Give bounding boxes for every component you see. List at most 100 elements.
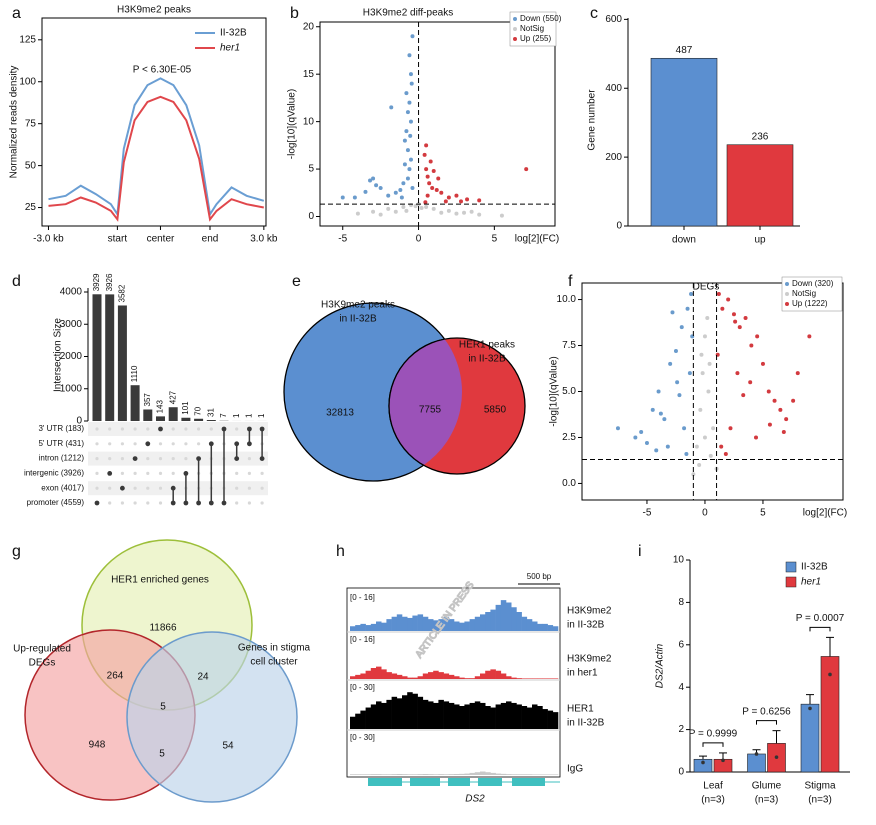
matrix-dot: [221, 426, 227, 432]
signal-bin: [412, 615, 418, 631]
signal-bin: [464, 704, 470, 729]
matrix-dot-empty: [120, 427, 124, 431]
x-axis-label: log[2](FC): [515, 234, 559, 245]
value-label: 487: [676, 45, 693, 56]
set-label: DEGs: [29, 658, 56, 669]
matrix-dot: [183, 500, 189, 506]
signal-bin: [474, 616, 481, 631]
signal-bin: [443, 616, 450, 631]
point: [462, 210, 467, 215]
y-axis-label: DS2/Actin: [655, 643, 666, 688]
matrix-dot: [158, 426, 163, 432]
y-tick-label: 100: [19, 76, 36, 87]
signal-bin: [485, 670, 491, 679]
x-tick-label: up: [754, 235, 766, 246]
signal-bin: [459, 677, 465, 679]
point: [409, 81, 414, 86]
point: [766, 389, 771, 394]
point: [446, 208, 451, 213]
matrix-dot-empty: [108, 486, 112, 490]
point: [808, 706, 812, 711]
signal-bin: [485, 706, 491, 729]
point: [699, 352, 704, 357]
signal-bin: [350, 626, 356, 631]
point: [439, 190, 444, 195]
point: [477, 198, 482, 203]
point: [424, 205, 429, 210]
exon: [512, 778, 545, 786]
bar: [194, 418, 204, 421]
x-axis-label: log[2](FC): [803, 508, 847, 519]
matrix-dot-empty: [95, 457, 99, 461]
region-count: 948: [89, 740, 106, 751]
signal-bin: [412, 774, 418, 775]
signal-bin: [360, 774, 366, 775]
x-tick-label: 0: [702, 508, 708, 519]
point: [731, 312, 736, 317]
point: [386, 206, 391, 211]
signal-bin: [490, 609, 496, 631]
point: [677, 393, 682, 398]
point: [749, 343, 754, 348]
track-label: in her1: [567, 668, 598, 679]
row-band: [88, 481, 268, 496]
signal-bin: [412, 693, 418, 729]
point: [434, 187, 439, 192]
point: [408, 157, 413, 162]
signal-bin: [448, 702, 455, 729]
signal-bin: [516, 774, 522, 775]
signal-bin: [459, 773, 465, 775]
point: [389, 105, 394, 110]
set-label: 3' UTR (183): [38, 424, 84, 433]
significance-bracket: [756, 720, 777, 725]
set-circle: [126, 631, 298, 803]
set-label: H3K9me2 peaks: [321, 300, 395, 311]
point: [393, 190, 398, 195]
bar: [181, 417, 191, 421]
point: [408, 133, 413, 138]
signal-bin: [360, 623, 366, 631]
y-tick-label: 10: [303, 116, 315, 127]
line-series: [48, 77, 265, 218]
bar: [117, 305, 127, 421]
signal-bin: [396, 674, 403, 679]
point: [427, 181, 432, 186]
signal-bin: [350, 716, 356, 729]
value-label: 236: [752, 131, 769, 142]
signal-bin: [417, 696, 424, 729]
bar: [143, 409, 153, 421]
matrix-dot: [247, 426, 252, 432]
region-count: 11866: [149, 623, 177, 634]
signal-bin: [480, 614, 486, 631]
y-tick-label: 6: [678, 639, 684, 650]
matrix-dot-empty: [247, 457, 251, 461]
matrix-dot-empty: [184, 427, 188, 431]
matrix-dot-empty: [95, 471, 99, 475]
x-tick-label: 0: [416, 234, 422, 245]
signal-bin: [428, 672, 434, 679]
matrix-dot: [196, 500, 202, 506]
value-label: 101: [181, 401, 190, 415]
signal-bin: [370, 774, 377, 775]
value-label: 3582: [118, 284, 127, 302]
point: [697, 463, 702, 468]
y-axis-label: Intersection Size: [53, 318, 64, 392]
point: [665, 444, 670, 449]
signal-bin: [521, 616, 528, 631]
point: [422, 152, 427, 157]
point: [755, 334, 760, 339]
panel-letter: f: [568, 273, 573, 290]
matrix-dot: [170, 485, 176, 491]
signal-bin: [376, 666, 382, 679]
signal-bin: [526, 678, 533, 679]
point: [656, 389, 661, 394]
signal-bin: [537, 623, 543, 631]
signal-bin: [438, 672, 444, 679]
track-range: [0 - 16]: [350, 635, 375, 644]
value-label: 1: [257, 413, 266, 418]
point: [735, 371, 740, 376]
bar: [130, 385, 140, 421]
set-label: promoter (4559): [27, 498, 85, 507]
point: [423, 200, 428, 205]
matrix-dot-empty: [158, 442, 163, 446]
